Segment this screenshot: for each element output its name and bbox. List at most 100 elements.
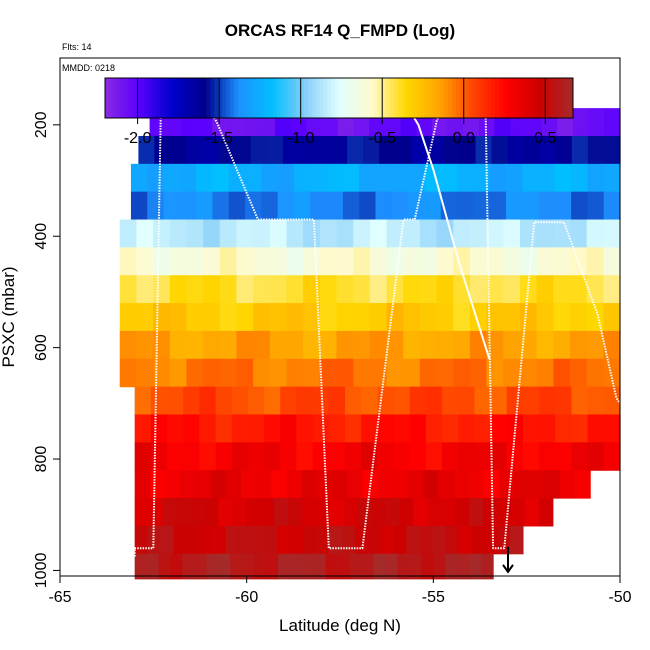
colorbar-segment: [280, 78, 285, 118]
heatmap-cell: [539, 135, 557, 165]
heatmap-cell: [136, 275, 154, 304]
heatmap-cell: [328, 414, 346, 443]
heatmap-cell: [386, 303, 404, 332]
heatmap-cell: [393, 442, 411, 471]
heatmap-cell: [329, 498, 345, 527]
colorbar-segment: [175, 78, 180, 118]
colorbar-segment: [495, 78, 500, 118]
colorbar-segment: [120, 78, 125, 118]
heatmap-cell: [253, 358, 271, 388]
heatmap-cell: [555, 442, 573, 471]
heatmap-cell: [407, 470, 424, 499]
heatmap-cell: [319, 303, 338, 332]
colorbar-segment: [132, 78, 137, 118]
heatmap-cell: [474, 386, 492, 416]
colorbar-segment: [214, 78, 219, 118]
heatmap-cell: [199, 414, 217, 443]
colorbar-segment: [545, 78, 551, 118]
heatmap-cell: [438, 470, 455, 499]
heatmap-cell: [539, 414, 556, 443]
heatmap-cell: [303, 330, 321, 360]
heatmap-cell: [219, 303, 238, 332]
heatmap-cell: [136, 303, 154, 332]
colorbar-segment: [459, 78, 465, 118]
heatmap-cell: [167, 386, 184, 416]
colorbar-segment: [218, 78, 223, 118]
heatmap-cell: [167, 442, 184, 471]
heatmap-cell: [393, 525, 408, 555]
colorbar-segment: [136, 78, 141, 118]
heatmap-cell: [469, 553, 482, 580]
colorbar-segment: [253, 78, 258, 118]
heatmap-cell: [536, 275, 554, 304]
colorbar-segment: [393, 78, 398, 118]
colorbar-segment: [526, 78, 531, 118]
heatmap-cell: [219, 275, 238, 304]
heatmap-cell: [158, 553, 172, 580]
heatmap-cell: [553, 358, 571, 388]
heatmap-cell: [336, 219, 354, 248]
colorbar-segment: [222, 78, 227, 118]
heatmap-cell: [186, 358, 204, 388]
heatmap-cell: [440, 163, 458, 193]
heatmap-cell: [134, 553, 148, 580]
colorbar-segment: [374, 78, 379, 118]
y-axis-label: PSXC (mbar): [0, 266, 18, 367]
colorbar-segment: [557, 78, 562, 118]
heatmap-cell: [571, 414, 589, 443]
heatmap-cell: [371, 498, 387, 527]
heatmap-cell: [458, 386, 475, 416]
heatmap-cell: [332, 470, 348, 499]
heatmap-cell: [587, 386, 605, 416]
heatmap-cell: [538, 498, 554, 527]
heatmap-cell: [147, 191, 165, 221]
heatmap-cell: [373, 553, 387, 580]
heatmap-cell: [160, 525, 175, 555]
colorbar-segment: [362, 78, 367, 118]
heatmap-cell: [419, 247, 438, 276]
heatmap-cell: [353, 275, 371, 304]
colorbar-segment: [144, 78, 149, 118]
heatmap-cell: [361, 553, 375, 580]
heatmap-cell: [231, 414, 249, 443]
heatmap-cell: [519, 303, 538, 332]
heatmap-cell: [490, 386, 508, 416]
heatmap-cell: [523, 135, 541, 165]
heatmap-cell: [344, 386, 362, 416]
heatmap-cell: [203, 219, 221, 248]
colorbar-segment: [342, 78, 348, 118]
colorbar-segment: [307, 78, 313, 118]
heatmap-cell: [186, 275, 204, 304]
colorbar-segment: [358, 78, 363, 118]
heatmap-cell: [298, 135, 316, 165]
colorbar-segment: [210, 78, 215, 118]
colorbar-segment: [167, 78, 172, 118]
heatmap-cell: [314, 135, 332, 165]
colorbar-tick-label: 0.5: [534, 130, 556, 147]
heatmap-cell: [312, 386, 330, 416]
colorbar-segment: [549, 78, 554, 118]
colorbar-segment: [108, 78, 114, 118]
heatmap-cell: [553, 330, 571, 360]
heatmap-cell: [486, 247, 504, 276]
heatmap-cell: [539, 442, 556, 471]
heatmap-cell: [247, 386, 265, 416]
heatmap-cell: [503, 303, 521, 332]
heatmap-cell: [473, 191, 491, 221]
heatmap-cell: [436, 303, 454, 332]
heatmap-cell: [457, 553, 470, 580]
heatmap-cell: [261, 191, 279, 221]
heatmap-cell: [409, 442, 427, 471]
heatmap-cell: [336, 358, 354, 388]
heatmap-cell: [603, 219, 621, 248]
heatmap-cell: [369, 275, 388, 304]
heatmap-cell: [253, 330, 271, 360]
heatmap-cell: [218, 553, 231, 580]
heatmap-cell: [328, 442, 346, 471]
colorbar-segment: [284, 78, 289, 118]
heatmap-cell: [269, 275, 288, 304]
heatmap-cell: [179, 191, 197, 221]
heatmap-cell: [385, 553, 399, 580]
heatmap-cell: [219, 219, 238, 248]
heatmap-cell: [278, 553, 291, 580]
